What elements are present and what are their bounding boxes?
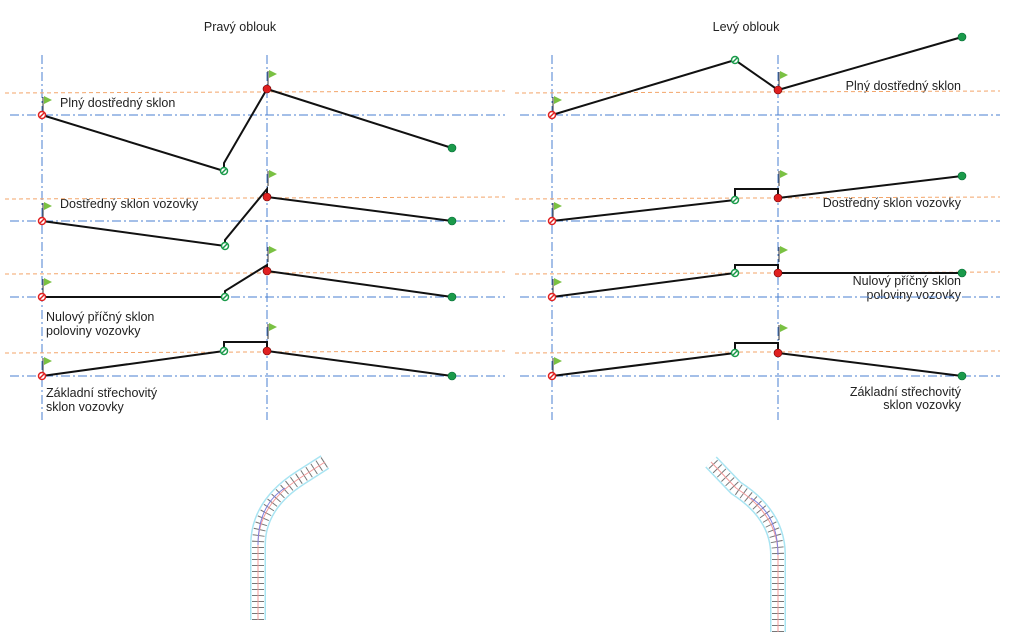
green-point [957,268,967,278]
flag-icon [44,278,52,286]
hatch [39,373,45,379]
reference-slope-line [514,90,1001,94]
hatch [39,112,45,118]
flag-icon [554,357,562,365]
red-point [773,268,783,278]
red-point [262,84,272,94]
row-label: sklon vozovky [883,398,962,412]
red-point [262,266,272,276]
cross-slope-profile [551,36,963,116]
row-label: Základní střechovitý [850,385,962,399]
flag-icon [554,278,562,286]
reference-slope-line [4,350,506,354]
green-point [447,216,457,226]
reference-slope-line [4,271,506,275]
cross-slope-profile [41,341,453,377]
hatch [221,348,227,354]
row-label: Nulový příčný sklon [853,274,961,288]
row-label: poloviny vozovky [46,324,141,338]
cross-slope-profile [41,186,453,248]
red-point [773,193,783,203]
flag-icon [269,170,277,178]
row-label: Základní střechovitý [46,386,158,400]
green-point [447,143,457,153]
hatch [549,294,555,300]
green-point [447,292,457,302]
reference-slope-line [514,350,1001,354]
flag-icon [554,202,562,210]
flag-icon [269,246,277,254]
flag-icon [780,246,788,254]
cross-slope-profile [551,342,963,377]
hatch [549,373,555,379]
row-label: Dostředný sklon vozovky [60,197,199,211]
hatch [39,294,45,300]
row-label: Dostředný sklon vozovky [823,196,962,210]
green-point [447,371,457,381]
hatch [222,243,228,249]
road-plan-left-curve [705,456,786,632]
flag-icon [780,324,788,332]
hatch [732,270,738,276]
flag-icon [554,96,562,104]
row-label: sklon vozovky [46,400,125,414]
reference-slope-line [514,196,1001,200]
hatch [222,294,228,300]
cross-slope-profile [41,87,453,173]
cross-slope-profile [551,175,963,222]
hatch [39,218,45,224]
reference-slope-line [4,90,506,94]
reference-slope-line [514,271,1001,275]
hatch [732,197,738,203]
reference-slope-line [4,196,506,200]
flag-icon [269,70,277,78]
cross-slope-profile [551,264,962,298]
hatch [549,112,555,118]
row-label: Plný dostředný sklon [846,79,961,93]
row-label: Nulový příčný sklon [46,310,154,324]
hatch [549,218,555,224]
green-point [957,371,967,381]
flag-icon [269,323,277,331]
road-plan-right-curve [250,455,330,620]
panel-title-right-curve: Pravý oblouk [204,20,277,34]
red-point [262,192,272,202]
flag-icon [44,202,52,210]
red-point [773,85,783,95]
hatch [221,168,227,174]
green-point [957,32,967,42]
hatch [732,57,738,63]
flag-icon [44,96,52,104]
flag-icon [44,357,52,365]
hatch [732,350,738,356]
green-point [957,171,967,181]
cross-slope-profile [42,263,453,298]
row-label: poloviny vozovky [867,288,962,302]
red-point [262,346,272,356]
panel-title-left-curve: Levý oblouk [713,20,780,34]
red-point [773,348,783,358]
row-label: Plný dostředný sklon [60,96,175,110]
flag-icon [780,170,788,178]
flag-icon [780,71,788,79]
